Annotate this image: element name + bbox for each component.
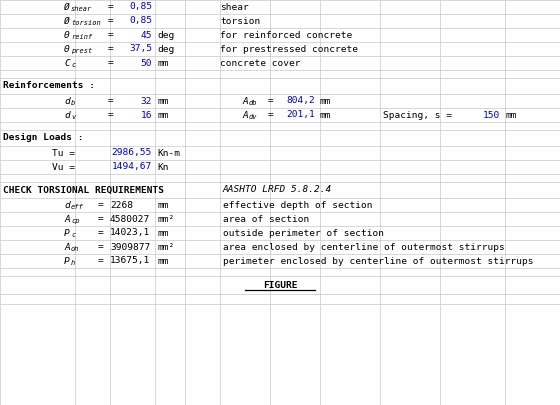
Text: d: d: [64, 96, 70, 105]
Text: c: c: [71, 62, 75, 68]
Text: =: =: [107, 58, 113, 68]
Text: Θ: Θ: [64, 30, 70, 40]
Text: P: P: [64, 256, 70, 266]
Text: 804,2: 804,2: [286, 96, 315, 105]
Text: area enclosed by centerline of outermost stirrups: area enclosed by centerline of outermost…: [223, 243, 505, 252]
Text: Tu =: Tu =: [52, 149, 75, 158]
Text: 37,5: 37,5: [129, 45, 152, 53]
Text: =: =: [97, 200, 103, 209]
Text: concrete cover: concrete cover: [220, 58, 301, 68]
Text: mm: mm: [157, 256, 169, 266]
Text: A: A: [64, 243, 70, 252]
Text: =: =: [97, 215, 103, 224]
Text: 0,85: 0,85: [129, 17, 152, 26]
Text: A: A: [64, 215, 70, 224]
Text: 1494,67: 1494,67: [112, 162, 152, 171]
Text: 16: 16: [141, 111, 152, 119]
Text: 2986,55: 2986,55: [112, 149, 152, 158]
Text: b: b: [71, 100, 75, 106]
Text: shear: shear: [71, 6, 92, 12]
Text: 2268: 2268: [110, 200, 133, 209]
Text: Θ: Θ: [64, 45, 70, 53]
Text: 13675,1: 13675,1: [110, 256, 150, 266]
Text: shear: shear: [220, 2, 249, 11]
Text: v: v: [71, 114, 75, 120]
Text: mm²: mm²: [157, 243, 174, 252]
Text: AASHTO LRFD 5.8.2.4: AASHTO LRFD 5.8.2.4: [223, 185, 332, 194]
Text: P: P: [64, 228, 70, 237]
Text: =: =: [107, 111, 113, 119]
Text: 0,85: 0,85: [129, 2, 152, 11]
Text: Ø: Ø: [64, 2, 70, 11]
Text: =: =: [97, 256, 103, 266]
Text: torsion: torsion: [71, 20, 101, 26]
Text: eff: eff: [71, 204, 84, 210]
Text: mm: mm: [320, 111, 332, 119]
Text: A: A: [242, 96, 248, 105]
Text: db: db: [249, 100, 258, 106]
Text: mm: mm: [157, 228, 169, 237]
Text: C: C: [64, 58, 70, 68]
Text: prest: prest: [71, 48, 92, 54]
Text: =: =: [107, 17, 113, 26]
Text: area of section: area of section: [223, 215, 309, 224]
Text: mm: mm: [157, 200, 169, 209]
Text: mm: mm: [320, 96, 332, 105]
Text: dv: dv: [249, 114, 258, 120]
Text: 14023,1: 14023,1: [110, 228, 150, 237]
Text: Kn-m: Kn-m: [157, 149, 180, 158]
Text: d: d: [64, 111, 70, 119]
Text: CHECK TORSIONAL REQUIREMENTS: CHECK TORSIONAL REQUIREMENTS: [3, 185, 164, 194]
Text: d: d: [64, 200, 70, 209]
Text: =: =: [107, 45, 113, 53]
Text: deg: deg: [157, 45, 174, 53]
Text: for prestressed concrete: for prestressed concrete: [220, 45, 358, 53]
Text: Vu =: Vu =: [52, 162, 75, 171]
Text: outside perimeter of section: outside perimeter of section: [223, 228, 384, 237]
Text: A: A: [242, 111, 248, 119]
Text: 32: 32: [141, 96, 152, 105]
Text: Design Loads :: Design Loads :: [3, 134, 83, 143]
Text: reinf: reinf: [71, 34, 92, 40]
Text: =: =: [97, 228, 103, 237]
Text: mm: mm: [157, 96, 169, 105]
Text: mm: mm: [157, 111, 169, 119]
Text: oh: oh: [71, 246, 80, 252]
Text: =: =: [97, 243, 103, 252]
Text: deg: deg: [157, 30, 174, 40]
Text: 45: 45: [141, 30, 152, 40]
Text: 50: 50: [141, 58, 152, 68]
Text: =: =: [107, 2, 113, 11]
Text: FIGURE: FIGURE: [263, 281, 297, 290]
Text: effective depth of section: effective depth of section: [223, 200, 372, 209]
Text: =: =: [267, 96, 273, 105]
Text: =: =: [267, 111, 273, 119]
Text: c: c: [71, 232, 75, 238]
Text: cp: cp: [71, 218, 80, 224]
Text: mm: mm: [505, 111, 516, 119]
Text: Ø: Ø: [64, 17, 70, 26]
Text: perimeter enclosed by centerline of outermost stirrups: perimeter enclosed by centerline of oute…: [223, 256, 534, 266]
Text: 201,1: 201,1: [286, 111, 315, 119]
Text: Kn: Kn: [157, 162, 169, 171]
Text: =: =: [107, 96, 113, 105]
Text: h: h: [71, 260, 75, 266]
Text: Reinforcements :: Reinforcements :: [3, 81, 95, 90]
Text: =: =: [107, 30, 113, 40]
Text: mm: mm: [157, 58, 169, 68]
Text: 150: 150: [483, 111, 500, 119]
Text: 3909877: 3909877: [110, 243, 150, 252]
Text: mm²: mm²: [157, 215, 174, 224]
Text: 4580027: 4580027: [110, 215, 150, 224]
Text: for reinforced concrete: for reinforced concrete: [220, 30, 352, 40]
Text: torsion: torsion: [220, 17, 260, 26]
Text: Spacing, s =: Spacing, s =: [383, 111, 452, 119]
